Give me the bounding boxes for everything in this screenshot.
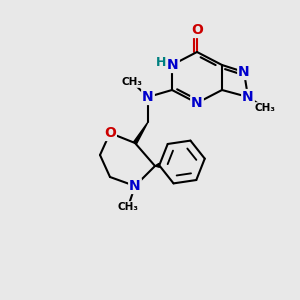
Text: H: H <box>156 56 166 70</box>
Text: O: O <box>104 126 116 140</box>
Text: CH₃: CH₃ <box>118 202 139 212</box>
Text: CH₃: CH₃ <box>122 77 142 87</box>
Polygon shape <box>134 122 148 144</box>
Text: N: N <box>191 96 203 110</box>
Text: N: N <box>142 90 154 104</box>
Text: O: O <box>191 23 203 37</box>
Text: N: N <box>129 179 141 193</box>
Text: N: N <box>167 58 179 72</box>
Text: N: N <box>238 65 250 79</box>
Polygon shape <box>155 164 160 167</box>
Text: CH₃: CH₃ <box>254 103 275 113</box>
Text: N: N <box>242 90 254 104</box>
